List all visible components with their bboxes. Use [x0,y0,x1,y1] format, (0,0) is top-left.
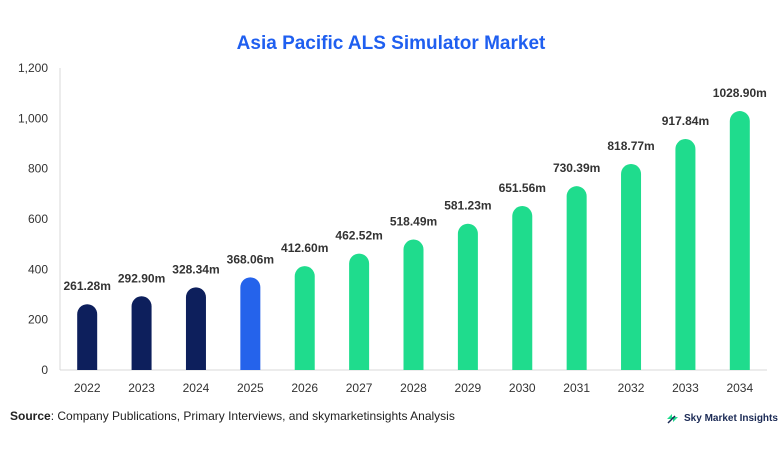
y-tick-label: 600 [28,212,48,226]
sky-market-insights-logo-icon [667,414,678,424]
x-tick-label: 2033 [672,381,699,395]
x-tick-label: 2031 [563,381,590,395]
bar [349,253,370,370]
data-label: 292.90m [118,271,165,285]
bar [566,186,587,370]
x-tick-label: 2032 [618,381,645,395]
x-tick-label: 2022 [74,381,101,395]
x-tick-label: 2027 [346,381,373,395]
data-label: 730.39m [553,161,600,175]
bar [621,163,642,370]
source-note: Source: Company Publications, Primary In… [10,409,455,423]
bar [512,206,533,370]
bar [457,223,478,370]
bar [77,304,98,370]
bar [240,277,261,370]
y-tick-label: 0 [41,363,48,377]
x-tick-label: 2023 [128,381,155,395]
logo-text: Sky Market Insights [684,412,778,424]
y-tick-label: 1,200 [18,61,48,75]
source-text: : Company Publications, Primary Intervie… [50,409,455,423]
bar [185,287,206,370]
bar [131,296,152,370]
data-label: 462.52m [335,229,382,243]
x-tick-label: 2024 [183,381,210,395]
data-label: 328.34m [172,262,219,276]
x-tick-label: 2029 [455,381,482,395]
brand-logo: Sky Market Insights [666,411,778,425]
x-tick-label: 2030 [509,381,536,395]
y-tick-label: 200 [28,313,48,327]
data-label: 261.28m [64,279,111,293]
data-label: 412.60m [281,241,328,255]
y-tick-label: 1,000 [18,111,48,125]
bar [294,266,315,370]
data-label: 1028.90m [713,86,767,100]
data-label: 917.84m [662,114,709,128]
bar [403,239,424,370]
data-label: 651.56m [499,181,546,195]
y-tick-label: 400 [28,262,48,276]
data-label: 368.06m [227,252,274,266]
bar [675,139,696,370]
data-label: 518.49m [390,215,437,229]
data-label: 818.77m [607,139,654,153]
chart-title: Asia Pacific ALS Simulator Market [236,33,546,54]
y-tick-label: 800 [28,162,48,176]
data-label: 581.23m [444,199,491,213]
source-label: Source [10,409,51,423]
x-tick-label: 2025 [237,381,264,395]
x-tick-label: 2034 [726,381,753,395]
x-tick-label: 2028 [400,381,427,395]
x-tick-label: 2026 [291,381,318,395]
bar [729,111,750,370]
